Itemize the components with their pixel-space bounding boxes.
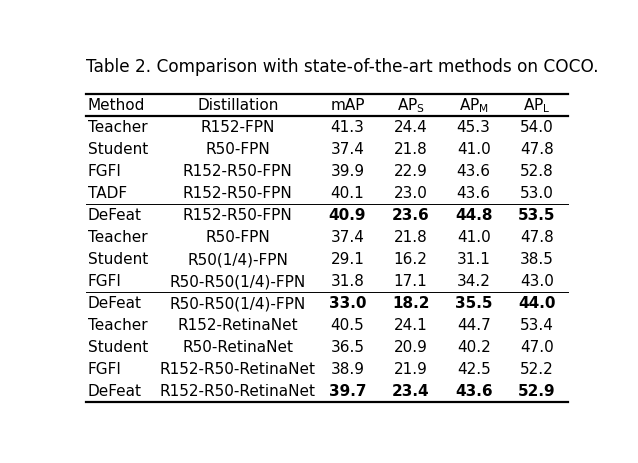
Text: 21.9: 21.9 <box>394 362 427 376</box>
Text: 36.5: 36.5 <box>330 339 364 355</box>
Text: 43.6: 43.6 <box>457 186 491 201</box>
Text: 43.0: 43.0 <box>520 274 554 289</box>
Text: Table 2. Comparison with state-of-the-art methods on COCO.: Table 2. Comparison with state-of-the-ar… <box>85 58 598 76</box>
Text: 52.8: 52.8 <box>520 164 554 179</box>
Text: 43.6: 43.6 <box>455 383 493 399</box>
Text: 42.5: 42.5 <box>457 362 491 376</box>
Text: 24.4: 24.4 <box>394 120 427 135</box>
Text: 53.5: 53.5 <box>518 208 556 223</box>
Text: 39.7: 39.7 <box>329 383 366 399</box>
Text: 40.1: 40.1 <box>330 186 364 201</box>
Text: 20.9: 20.9 <box>394 339 427 355</box>
Text: 41.0: 41.0 <box>457 142 491 157</box>
Text: Teacher: Teacher <box>87 230 147 245</box>
Text: R50-R50(1/4)-FPN: R50-R50(1/4)-FPN <box>170 296 306 311</box>
Text: Student: Student <box>87 142 148 157</box>
Text: 44.7: 44.7 <box>457 318 491 332</box>
Text: mAP: mAP <box>330 98 365 113</box>
Text: Student: Student <box>87 252 148 267</box>
Text: FGFI: FGFI <box>87 274 121 289</box>
Text: 24.1: 24.1 <box>394 318 427 332</box>
Text: R152-RetinaNet: R152-RetinaNet <box>177 318 298 332</box>
Text: 37.4: 37.4 <box>330 142 364 157</box>
Text: Teacher: Teacher <box>87 318 147 332</box>
Text: 41.3: 41.3 <box>330 120 364 135</box>
Text: 47.0: 47.0 <box>520 339 554 355</box>
Text: 44.0: 44.0 <box>518 296 556 311</box>
Text: 35.5: 35.5 <box>455 296 493 311</box>
Text: FGFI: FGFI <box>87 164 121 179</box>
Text: 40.2: 40.2 <box>457 339 491 355</box>
Text: 47.8: 47.8 <box>520 142 554 157</box>
Text: R152-FPN: R152-FPN <box>201 120 275 135</box>
Text: R152-R50-FPN: R152-R50-FPN <box>183 164 293 179</box>
Text: Teacher: Teacher <box>87 120 147 135</box>
Text: 18.2: 18.2 <box>392 296 429 311</box>
Text: 29.1: 29.1 <box>330 252 364 267</box>
Text: 16.2: 16.2 <box>394 252 427 267</box>
Text: 45.3: 45.3 <box>457 120 491 135</box>
Text: AP$_\mathregular{L}$: AP$_\mathregular{L}$ <box>523 96 551 115</box>
Text: 31.1: 31.1 <box>457 252 491 267</box>
Text: 40.5: 40.5 <box>330 318 364 332</box>
Text: 38.9: 38.9 <box>330 362 364 376</box>
Text: R152-R50-FPN: R152-R50-FPN <box>183 208 293 223</box>
Text: 22.9: 22.9 <box>394 164 427 179</box>
Text: 47.8: 47.8 <box>520 230 554 245</box>
Text: R50(1/4)-FPN: R50(1/4)-FPN <box>188 252 288 267</box>
Text: 39.9: 39.9 <box>330 164 364 179</box>
Text: 23.4: 23.4 <box>392 383 429 399</box>
Text: R50-RetinaNet: R50-RetinaNet <box>182 339 293 355</box>
Text: AP$_\mathregular{S}$: AP$_\mathregular{S}$ <box>397 96 425 115</box>
Text: 31.8: 31.8 <box>330 274 364 289</box>
Text: 21.8: 21.8 <box>394 230 427 245</box>
Text: 44.8: 44.8 <box>455 208 493 223</box>
Text: 23.0: 23.0 <box>394 186 427 201</box>
Text: 38.5: 38.5 <box>520 252 554 267</box>
Text: DeFeat: DeFeat <box>87 208 142 223</box>
Text: AP$_\mathregular{M}$: AP$_\mathregular{M}$ <box>459 96 489 115</box>
Text: R50-FPN: R50-FPN <box>205 230 271 245</box>
Text: 21.8: 21.8 <box>394 142 427 157</box>
Text: Distillation: Distillation <box>197 98 279 113</box>
Text: R152-R50-FPN: R152-R50-FPN <box>183 186 293 201</box>
Text: R152-R50-RetinaNet: R152-R50-RetinaNet <box>160 383 316 399</box>
Text: FGFI: FGFI <box>87 362 121 376</box>
Text: 52.2: 52.2 <box>520 362 554 376</box>
Text: R50-FPN: R50-FPN <box>205 142 271 157</box>
Text: 37.4: 37.4 <box>330 230 364 245</box>
Text: 53.0: 53.0 <box>520 186 554 201</box>
Text: 52.9: 52.9 <box>518 383 556 399</box>
Text: 41.0: 41.0 <box>457 230 491 245</box>
Text: R50-R50(1/4)-FPN: R50-R50(1/4)-FPN <box>170 274 306 289</box>
Text: 34.2: 34.2 <box>457 274 491 289</box>
Text: DeFeat: DeFeat <box>87 296 142 311</box>
Text: 33.0: 33.0 <box>329 296 366 311</box>
Text: R152-R50-RetinaNet: R152-R50-RetinaNet <box>160 362 316 376</box>
Text: TADF: TADF <box>87 186 127 201</box>
Text: 43.6: 43.6 <box>457 164 491 179</box>
Text: Student: Student <box>87 339 148 355</box>
Text: 40.9: 40.9 <box>329 208 366 223</box>
Text: Method: Method <box>87 98 145 113</box>
Text: 23.6: 23.6 <box>392 208 429 223</box>
Text: 53.4: 53.4 <box>520 318 554 332</box>
Text: 17.1: 17.1 <box>394 274 427 289</box>
Text: 54.0: 54.0 <box>520 120 554 135</box>
Text: DeFeat: DeFeat <box>87 383 142 399</box>
